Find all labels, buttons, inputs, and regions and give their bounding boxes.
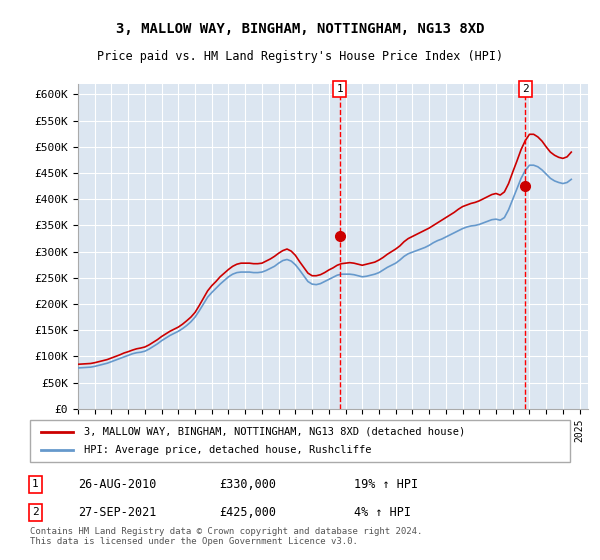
Text: 26-AUG-2010: 26-AUG-2010 xyxy=(79,478,157,491)
Text: Price paid vs. HM Land Registry's House Price Index (HPI): Price paid vs. HM Land Registry's House … xyxy=(97,50,503,63)
Text: Contains HM Land Registry data © Crown copyright and database right 2024.
This d: Contains HM Land Registry data © Crown c… xyxy=(30,526,422,546)
Text: 4% ↑ HPI: 4% ↑ HPI xyxy=(354,506,411,519)
Text: 27-SEP-2021: 27-SEP-2021 xyxy=(79,506,157,519)
Text: £425,000: £425,000 xyxy=(219,506,276,519)
Text: 3, MALLOW WAY, BINGHAM, NOTTINGHAM, NG13 8XD (detached house): 3, MALLOW WAY, BINGHAM, NOTTINGHAM, NG13… xyxy=(84,427,465,437)
Text: 1: 1 xyxy=(32,479,39,489)
FancyBboxPatch shape xyxy=(30,420,570,462)
Text: 19% ↑ HPI: 19% ↑ HPI xyxy=(354,478,418,491)
Text: HPI: Average price, detached house, Rushcliffe: HPI: Average price, detached house, Rush… xyxy=(84,445,371,455)
Text: 2: 2 xyxy=(32,507,39,517)
Text: 3, MALLOW WAY, BINGHAM, NOTTINGHAM, NG13 8XD: 3, MALLOW WAY, BINGHAM, NOTTINGHAM, NG13… xyxy=(116,22,484,36)
Text: £330,000: £330,000 xyxy=(219,478,276,491)
Text: 1: 1 xyxy=(337,84,343,94)
Text: 2: 2 xyxy=(522,84,529,94)
